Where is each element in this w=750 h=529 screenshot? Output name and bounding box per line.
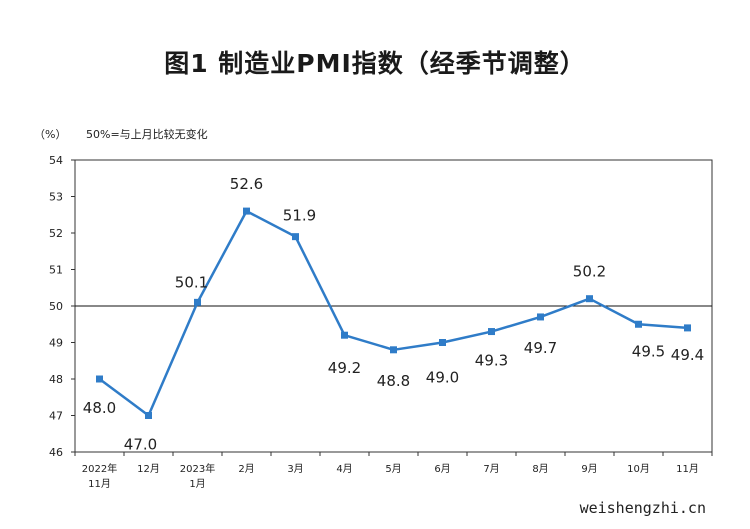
data-label: 49.7 [524, 339, 557, 357]
x-tick-label: 7月 [483, 463, 499, 475]
chart-title: 图1 制造业PMI指数（经季节调整） [164, 49, 586, 78]
x-tick-label: 12月 [137, 463, 160, 475]
x-tick-label: 2022年 11月 [82, 462, 117, 490]
y-tick-label: 48 [49, 373, 63, 386]
y-unit-label: （%） [34, 128, 66, 141]
data-label: 49.2 [328, 359, 361, 377]
watermark: weishengzhi.cn [575, 499, 710, 517]
data-point [96, 375, 103, 383]
data-point [537, 313, 544, 321]
data-label: 50.2 [573, 263, 606, 281]
x-tick-label: 2023年 1月 [180, 462, 215, 490]
reference-note: 50%=与上月比较无变化 [86, 127, 208, 141]
y-tick-label: 51 [49, 264, 63, 277]
data-label: 49.5 [632, 342, 665, 360]
data-label: 48.0 [83, 399, 116, 417]
x-tick-label: 2月 [238, 463, 254, 475]
x-tick-label: 6月 [434, 463, 450, 475]
y-tick-label: 46 [49, 446, 63, 459]
data-point [292, 233, 299, 241]
y-tick-label: 54 [49, 154, 63, 167]
data-label: 49.4 [671, 346, 704, 364]
y-tick-label: 49 [49, 337, 63, 350]
data-point [194, 298, 201, 306]
x-tick-label: 3月 [287, 463, 303, 475]
data-point [341, 331, 348, 339]
x-tick-label: 9月 [581, 463, 597, 475]
data-point [145, 412, 152, 419]
x-tick-label: 4月 [336, 463, 352, 475]
data-label: 49.3 [475, 352, 508, 370]
x-tick-label: 10月 [627, 463, 650, 475]
data-point [586, 295, 593, 303]
data-label: 47.0 [124, 436, 157, 454]
data-label: 51.9 [283, 207, 316, 225]
x-tick-label: 11月 [676, 463, 699, 475]
data-label: 52.6 [230, 175, 263, 193]
x-tick-label: 5月 [385, 463, 401, 475]
data-label: 49.0 [426, 369, 459, 387]
y-tick-label: 53 [49, 191, 63, 204]
data-label: 50.1 [175, 273, 208, 291]
data-point [243, 207, 250, 215]
data-point [390, 346, 397, 354]
data-point [635, 320, 642, 328]
data-point [439, 339, 446, 346]
y-tick-label: 52 [49, 227, 63, 240]
x-tick-label: 8月 [532, 463, 548, 475]
data-point [488, 328, 495, 336]
data-point [684, 324, 691, 332]
y-tick-label: 50 [49, 300, 63, 313]
y-tick-label: 47 [49, 410, 63, 423]
data-label: 48.8 [377, 372, 410, 390]
